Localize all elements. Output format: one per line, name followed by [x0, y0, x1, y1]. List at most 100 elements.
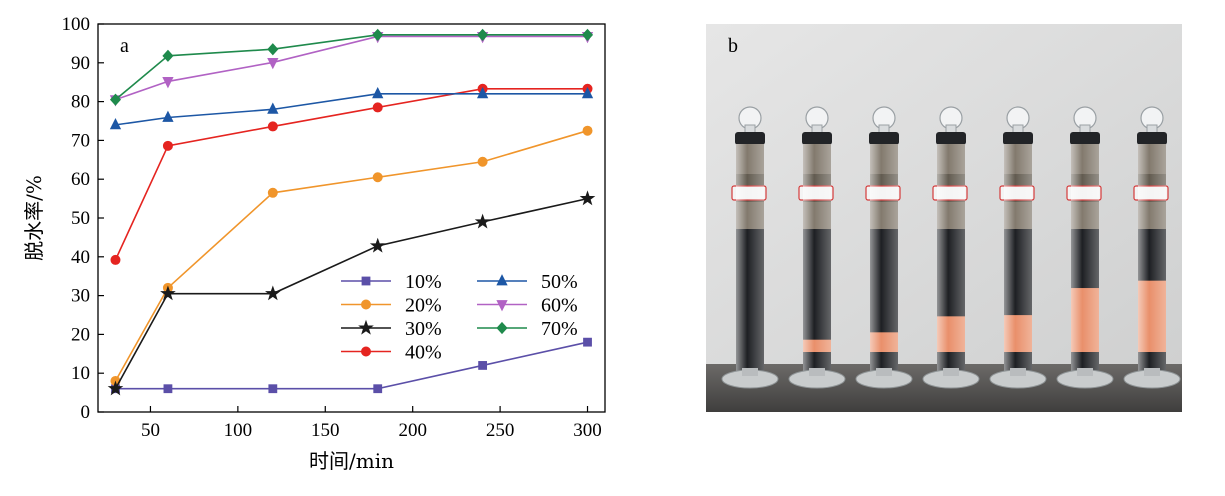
y-axis-title: 脱水率/% — [22, 175, 46, 261]
series-line — [115, 35, 588, 101]
glass-sheen — [1071, 144, 1099, 374]
series-line — [114, 197, 588, 390]
series-50pct — [109, 86, 594, 130]
glass-sheen — [736, 144, 764, 374]
legend-item: 40% — [341, 342, 442, 364]
y-tick-label: 40 — [71, 247, 90, 268]
data-point — [160, 285, 176, 301]
data-point — [478, 361, 488, 370]
data-point — [372, 102, 383, 113]
series-60pct — [109, 32, 594, 107]
data-point — [474, 213, 491, 229]
data-point — [267, 43, 279, 56]
x-tick-label: 300 — [573, 420, 602, 441]
y-tick-label: 100 — [62, 14, 91, 35]
series-20pct — [110, 125, 593, 386]
legend-item: 70% — [477, 318, 578, 340]
data-point — [372, 172, 383, 183]
glass-sheen — [803, 144, 831, 374]
legend-item: 30% — [341, 318, 442, 340]
data-point — [582, 125, 593, 136]
series-line — [114, 34, 588, 101]
data-point — [372, 28, 384, 41]
x-tick-label: 150 — [311, 420, 340, 441]
y-tick-label: 0 — [81, 402, 91, 423]
legend-label: 40% — [405, 342, 442, 364]
glass-sheen — [1138, 144, 1166, 374]
series-line — [114, 88, 588, 261]
plot-frame — [97, 23, 606, 413]
data-point — [477, 156, 488, 167]
x-tick-label: 50 — [141, 420, 160, 441]
x-tick-label: 200 — [398, 420, 427, 441]
glass-sheen — [1004, 144, 1032, 374]
data-point — [109, 117, 122, 130]
legend-label: 20% — [405, 295, 442, 317]
legend-label: 10% — [405, 271, 442, 293]
legend-item: 10% — [341, 271, 442, 293]
y-tick-label: 20 — [71, 324, 90, 345]
data-point — [267, 102, 279, 114]
series-40pct — [110, 83, 593, 265]
data-point — [162, 77, 174, 89]
data-point — [162, 110, 174, 122]
data-point — [163, 384, 173, 394]
tube-row — [721, 106, 1181, 389]
data-point — [109, 93, 122, 106]
tube-cap — [936, 132, 966, 145]
y-tick-label: 80 — [71, 92, 90, 113]
sample-tubes-photo: b — [706, 24, 1182, 412]
data-point — [583, 337, 592, 347]
series-70pct — [109, 28, 594, 106]
legend-label: 70% — [541, 318, 578, 340]
tube-cap — [1003, 132, 1033, 145]
y-tick-label: 10 — [71, 363, 90, 384]
dewatering-chart: 脱水率/% 时间/min a 0 10 20 30 40 50 60 70 80 90 100 50 1… — [22, 14, 606, 473]
data-point — [477, 28, 489, 41]
glass-sheen — [870, 144, 898, 374]
panel-label-b: b — [728, 35, 738, 57]
base-stem — [809, 368, 825, 376]
x-tick-label: 100 — [224, 420, 253, 441]
base-stem — [1010, 368, 1026, 376]
data-point — [107, 380, 124, 396]
y-tick-label: 60 — [71, 169, 90, 190]
data-point — [581, 86, 594, 99]
legend-label: 30% — [405, 318, 442, 340]
legend-marker — [361, 276, 371, 286]
data-point — [267, 121, 278, 132]
test-tube — [1056, 106, 1114, 389]
legend-marker — [496, 321, 508, 335]
tube-cap — [1070, 132, 1100, 145]
legend-marker — [496, 274, 508, 286]
panel-label-a: a — [120, 35, 129, 57]
test-tube — [721, 106, 779, 389]
legend-item: 20% — [341, 295, 442, 317]
data-point — [372, 86, 384, 99]
legend-label: 50% — [541, 271, 578, 293]
base-stem — [1077, 368, 1093, 376]
test-tube — [788, 106, 846, 389]
data-point — [265, 285, 281, 301]
series-10pct — [111, 337, 592, 394]
legend-marker — [360, 299, 371, 310]
base-stem — [1144, 368, 1160, 376]
legend-marker — [358, 319, 374, 335]
legend-marker — [360, 346, 371, 357]
data-point — [476, 86, 489, 99]
x-axis-title: 时间/min — [309, 449, 394, 473]
legend-item: 60% — [477, 295, 578, 317]
data-point — [579, 190, 596, 206]
data-point — [373, 384, 383, 394]
tube-cap — [735, 132, 765, 145]
series-line — [114, 129, 588, 382]
series-line — [115, 341, 588, 390]
data-point — [162, 140, 173, 151]
data-point — [369, 237, 386, 253]
base-stem — [742, 368, 758, 376]
y-tick-label: 50 — [71, 208, 90, 229]
legend-marker — [496, 300, 508, 312]
legend-label: 60% — [541, 295, 578, 317]
data-point — [267, 187, 278, 198]
base-stem — [876, 368, 892, 376]
